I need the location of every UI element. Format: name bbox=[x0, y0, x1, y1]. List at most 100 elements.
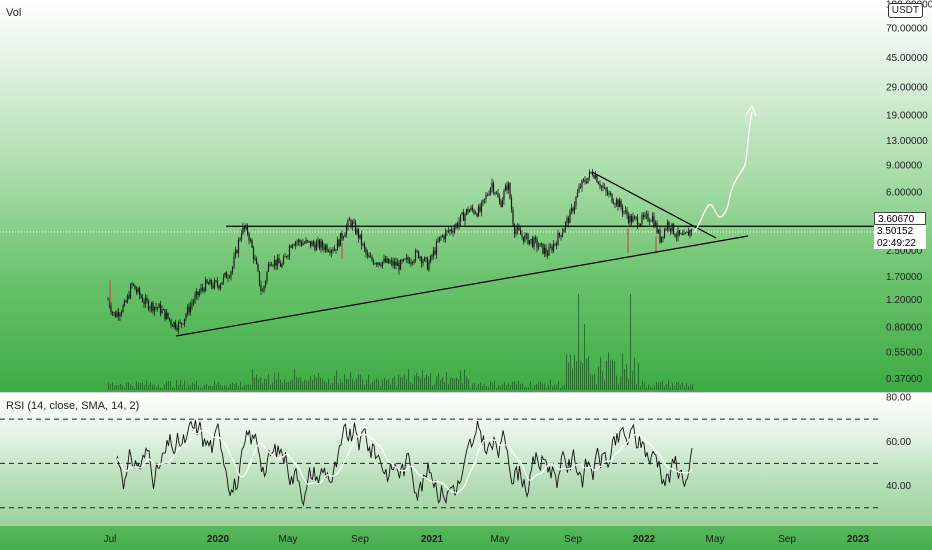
time-axis-label: May bbox=[706, 534, 725, 545]
currency-badge[interactable]: USDT bbox=[887, 3, 923, 18]
time-axis-label: Jul bbox=[104, 534, 117, 545]
price-scale-tick: 1.20000 bbox=[886, 295, 923, 306]
candle-body bbox=[444, 231, 447, 240]
candle-body bbox=[440, 236, 442, 238]
rsi-legend-label[interactable]: RSI (14, close, SMA, 14, 2) bbox=[6, 400, 140, 412]
time-axis-label: May bbox=[491, 534, 510, 545]
volume-bar bbox=[262, 383, 263, 390]
volume-legend-label[interactable]: Vol bbox=[6, 7, 22, 19]
candle-body bbox=[470, 207, 472, 211]
volume-bar bbox=[324, 380, 325, 390]
volume-bar bbox=[416, 372, 417, 390]
candle-body bbox=[600, 185, 603, 187]
candle-body bbox=[594, 175, 597, 179]
volume-bar bbox=[270, 384, 271, 390]
candle-body bbox=[551, 246, 553, 251]
volume-bar bbox=[264, 378, 265, 390]
volume-bar bbox=[452, 378, 453, 390]
volume-bar bbox=[184, 380, 185, 390]
volume-bar bbox=[620, 376, 621, 390]
volume-bar bbox=[480, 382, 481, 390]
candle-body bbox=[588, 171, 591, 178]
candle-body bbox=[672, 223, 675, 234]
candle-body bbox=[621, 207, 624, 213]
candle-body bbox=[555, 243, 558, 246]
volume-bar bbox=[160, 387, 161, 390]
candle-body bbox=[248, 233, 250, 241]
time-axis[interactable]: Jul 2020 May Sep 2021 May Sep 2022 May Sep 2023 bbox=[0, 526, 932, 550]
candle-body bbox=[506, 185, 508, 190]
volume-bar bbox=[508, 383, 509, 390]
candle-body bbox=[276, 258, 279, 267]
candle-body bbox=[653, 216, 655, 227]
candle-body bbox=[351, 222, 354, 227]
candle-body bbox=[366, 253, 369, 256]
volume-bar bbox=[124, 387, 125, 390]
volume-bar bbox=[456, 377, 457, 390]
rsi-canvas[interactable]: 80.00 60.00 40.00 bbox=[0, 393, 932, 527]
candle-body bbox=[138, 288, 141, 296]
volume-bar bbox=[484, 384, 485, 390]
volume-bar bbox=[614, 361, 615, 390]
volume-bar bbox=[394, 376, 395, 390]
volume-bar bbox=[230, 384, 231, 390]
price-chart-pane[interactable]: 100.0000070.0000045.0000029.0000019.0000… bbox=[0, 0, 932, 392]
volume-bar bbox=[580, 360, 581, 390]
candle-body bbox=[540, 243, 543, 245]
volume-bar bbox=[276, 379, 277, 390]
candle-body bbox=[357, 229, 360, 239]
volume-bar bbox=[170, 381, 171, 390]
volume-bar bbox=[624, 368, 625, 390]
candle-body bbox=[575, 197, 577, 206]
candle-body bbox=[636, 217, 639, 226]
candle-body bbox=[152, 302, 154, 312]
candle-body bbox=[317, 240, 319, 243]
candle-body bbox=[510, 198, 513, 211]
price-scale-tick: 45.00000 bbox=[886, 53, 928, 64]
rsi-indicator-pane[interactable]: 80.00 60.00 40.00 RSI (14, close, SMA, 14,… bbox=[0, 392, 932, 527]
volume-bar bbox=[472, 383, 473, 390]
candle-body bbox=[455, 223, 457, 228]
volume-bar bbox=[566, 354, 567, 390]
candle-body bbox=[297, 240, 300, 243]
candle-body bbox=[420, 256, 423, 264]
volume-bar bbox=[366, 379, 367, 390]
volume-bar bbox=[210, 385, 211, 390]
candle-body bbox=[518, 227, 520, 230]
candle-body bbox=[570, 207, 573, 211]
candle-body bbox=[270, 264, 273, 266]
volume-bar bbox=[164, 384, 165, 390]
candle-body bbox=[251, 239, 253, 248]
volume-bar bbox=[570, 354, 571, 390]
candle-body bbox=[299, 240, 301, 243]
candle-body bbox=[408, 260, 411, 264]
price-scale-tick: 6.00000 bbox=[886, 188, 923, 199]
volume-bar bbox=[596, 384, 597, 390]
volume-bar bbox=[224, 385, 225, 390]
candle-body bbox=[267, 264, 270, 272]
volume-bars-group bbox=[108, 294, 693, 390]
candle-body bbox=[488, 194, 490, 196]
volume-bar bbox=[576, 360, 577, 390]
price-chart-canvas[interactable]: 100.0000070.0000045.0000029.0000019.0000… bbox=[0, 0, 932, 392]
volume-bar bbox=[622, 353, 623, 390]
volume-bar bbox=[138, 382, 139, 390]
volume-bar bbox=[274, 372, 275, 390]
candle-body bbox=[330, 250, 333, 253]
volume-bar bbox=[478, 384, 479, 390]
candle-body bbox=[144, 297, 147, 304]
candle-body bbox=[216, 281, 219, 286]
volume-bar bbox=[234, 383, 235, 390]
volume-bar bbox=[374, 379, 375, 390]
volume-bar bbox=[134, 387, 135, 390]
candle-body bbox=[509, 183, 511, 199]
volume-bar bbox=[278, 372, 279, 390]
candle-body bbox=[582, 179, 585, 181]
volume-bar bbox=[594, 373, 595, 390]
candle-body bbox=[182, 323, 184, 325]
candle-body bbox=[204, 279, 207, 292]
candle-body bbox=[377, 262, 379, 265]
volume-bar bbox=[414, 375, 415, 390]
candle-body bbox=[626, 210, 628, 216]
candle-body bbox=[234, 250, 237, 257]
